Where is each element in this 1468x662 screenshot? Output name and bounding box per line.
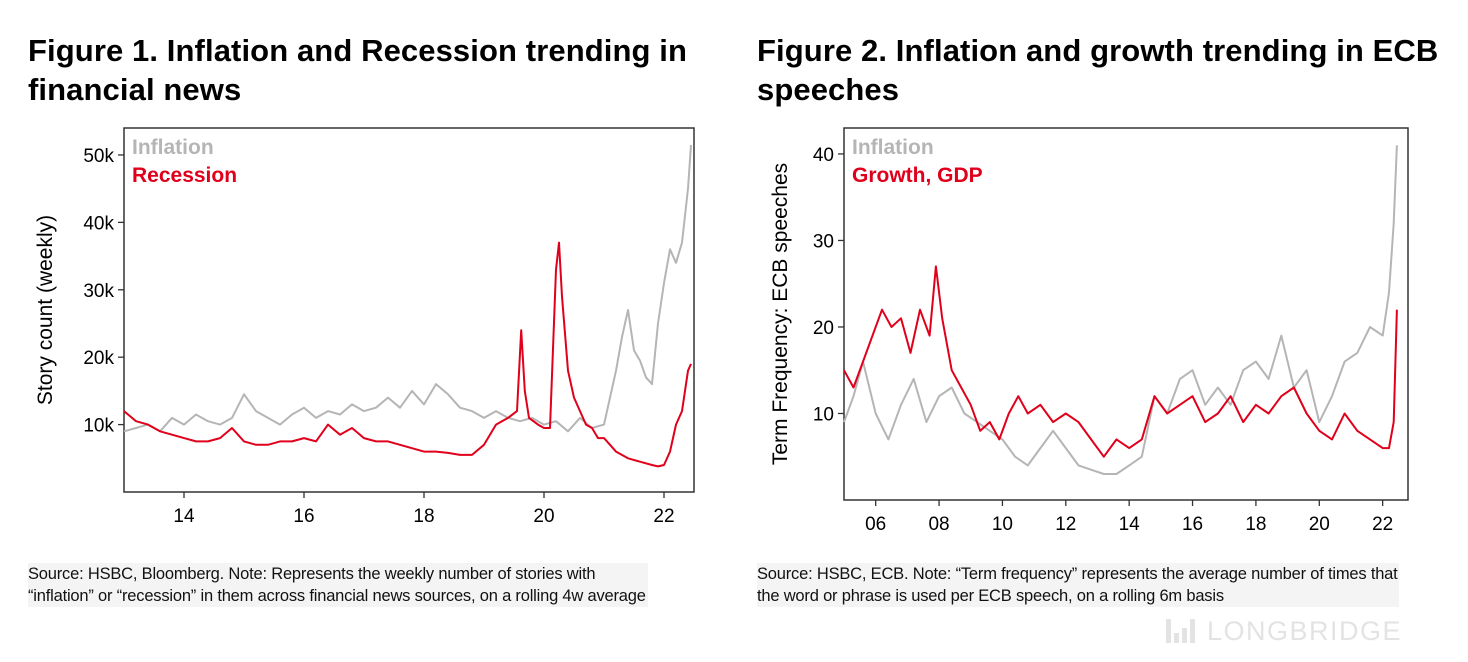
y-axis-label: Story count (weekly) [34,215,57,405]
figure-2-source-note: Source: HSBC, ECB. Note: “Term frequency… [757,563,1399,607]
y-tick-label: 50k [83,146,114,167]
x-tick-label: 16 [1182,514,1203,535]
legend-entry: Recession [132,164,237,187]
y-tick-label: 30k [83,281,114,302]
x-tick-label: 20 [533,506,554,527]
x-tick-label: 18 [413,506,434,527]
plot-frame [123,127,695,493]
legend-entry: Growth, GDP [852,164,983,187]
x-tick-label: 20 [1309,514,1330,535]
longbridge-bars-icon [1166,619,1195,643]
x-tick-label: 08 [928,514,949,535]
legend-entry: Inflation [852,136,934,159]
series-line-inflation [843,145,1398,475]
figure-1-title: Figure 1. Inflation and Recession trendi… [28,33,688,107]
y-tick-label: 40 [813,145,834,166]
x-tick-label: 16 [293,506,314,527]
x-tick-label: 06 [865,514,886,535]
y-tick-label: 30 [813,231,834,252]
x-tick-label: 12 [1055,514,1076,535]
figure-1-chart: 14 16 18 20 22 10k 20k 30k 40k 50k Story count (we… [34,127,695,527]
y-tick-label: 40k [83,213,114,234]
figure-2-chart: 06 08 10 12 14 16 18 20 22 10 20 30 40 Term Frequency… [769,127,1409,535]
figure-2-title: Figure 2. Inflation and growth trending … [757,33,1439,107]
y-axis-label: Term Frequency: ECB speeches [769,163,792,465]
series-line-growth-gdp [843,265,1398,458]
series-line-inflation [123,144,692,433]
y-tick-label: 20 [813,318,834,339]
legend-entry: Inflation [132,136,214,159]
plot-frame [843,127,1409,501]
y-tick-label: 20k [83,348,114,369]
x-tick-label: 18 [1245,514,1266,535]
x-tick-label: 22 [1372,514,1393,535]
x-tick-label: 10 [992,514,1013,535]
y-tick-label: 10k [83,416,114,437]
y-tick-label: 10 [813,404,834,425]
figure-1-source-note: Source: HSBC, Bloomberg. Note: Represent… [28,563,648,607]
x-tick-label: 14 [173,506,195,527]
series-line-recession [123,241,692,468]
x-tick-label: 22 [653,506,674,527]
watermark-text: LONGBRIDGE [1207,615,1403,646]
x-tick-label: 14 [1119,514,1141,535]
longbridge-watermark: LONGBRIDGE [1166,614,1456,648]
